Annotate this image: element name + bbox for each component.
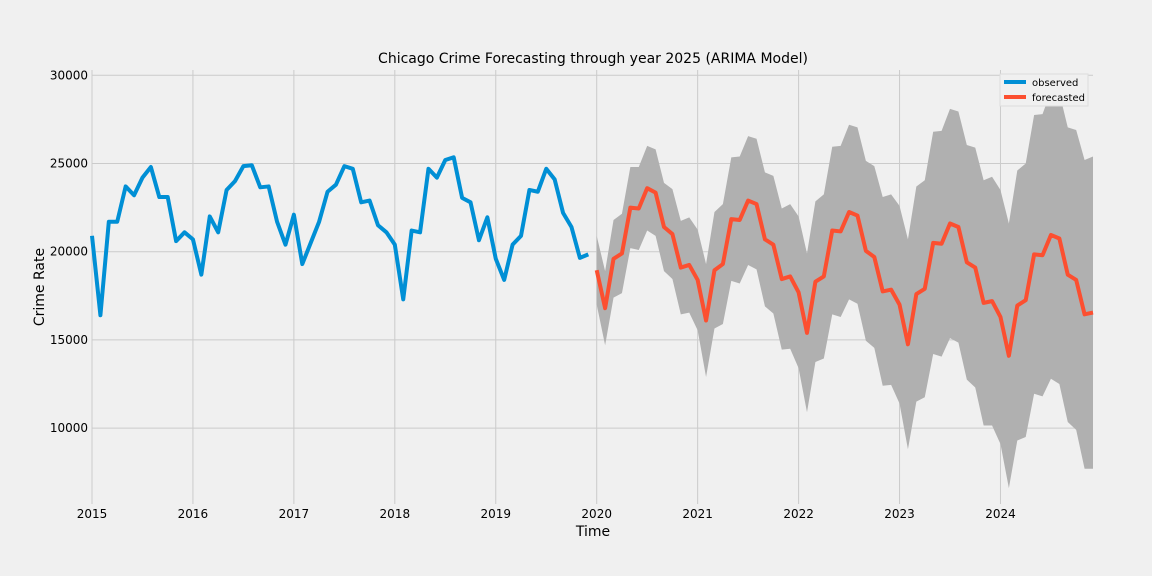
- tick-labels: 10000 15000 20000 25000 30000 2015 2016 2017 201…: [50, 68, 1016, 521]
- legend-observed-label: observed: [1032, 78, 1078, 89]
- forecasted-line: [594, 186, 1094, 358]
- y-tick-label: 15000: [50, 333, 88, 347]
- y-axis-label: Crime Rate: [32, 248, 48, 326]
- x-axis-label: Time: [575, 524, 610, 540]
- x-tick-label: 2019: [480, 507, 511, 521]
- y-tick-label: 20000: [50, 245, 88, 259]
- x-tick-label: 2023: [884, 507, 915, 521]
- x-tick-label: 2020: [581, 507, 612, 521]
- x-tick-label: 2021: [682, 507, 713, 521]
- confidence-band: [596, 91, 1093, 489]
- y-tick-label: 10000: [50, 421, 88, 435]
- x-tick-label: 2016: [178, 507, 209, 521]
- chart-title: Chicago Crime Forecasting through year 2…: [378, 51, 808, 67]
- x-tick-label: 2022: [783, 507, 814, 521]
- legend-box: [999, 73, 1089, 107]
- series-lines: [90, 155, 1094, 358]
- confidence-band-layer: [596, 91, 1093, 489]
- x-tick-label: 2018: [380, 507, 411, 521]
- legend-forecasted-label: forecasted: [1032, 93, 1085, 104]
- x-tick-label: 2024: [985, 507, 1016, 521]
- y-tick-label: 30000: [50, 68, 88, 82]
- x-tick-label: 2017: [279, 507, 310, 521]
- observed-line: [90, 155, 590, 318]
- y-tick-label: 25000: [50, 157, 88, 171]
- x-tick-label: 2015: [77, 507, 108, 521]
- legend: observed forecasted: [999, 73, 1089, 107]
